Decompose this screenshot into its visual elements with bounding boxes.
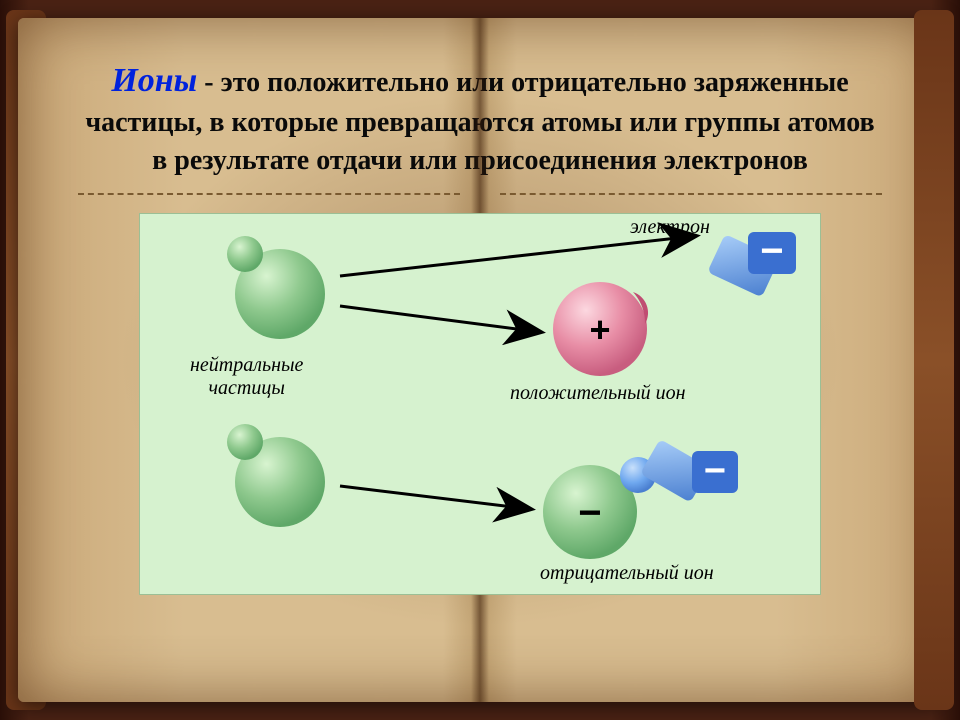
book-page: Ионы - это положительно или отрицательно…: [18, 18, 942, 702]
label-electron: электрон: [630, 216, 710, 239]
divider-right: [500, 193, 882, 195]
minus-sign-top: −: [760, 229, 783, 273]
minus-sign-bottom: −: [704, 450, 726, 492]
diagram-svg: + − − −: [140, 214, 820, 594]
label-positive-ion: положительный ион: [510, 382, 686, 405]
plus-sign: +: [589, 309, 610, 350]
divider-left: [78, 193, 460, 195]
arrow-to-negative: [340, 486, 530, 509]
ion-diagram: + − − − нейтральные частицы элек: [139, 213, 821, 595]
term-ions: Ионы: [111, 62, 197, 99]
neutral-electron-1: [227, 236, 263, 272]
label-neutral: нейтральные частицы: [190, 354, 303, 400]
book-frame: Ионы - это положительно или отрицательно…: [0, 0, 960, 720]
minus-sign-center: −: [578, 491, 601, 535]
neutral-electron-2: [227, 424, 263, 460]
label-negative-ion: отрицательный ион: [540, 562, 714, 585]
dash: -: [197, 67, 220, 98]
arrow-to-positive: [340, 306, 540, 332]
arrow-to-electron: [340, 236, 695, 276]
